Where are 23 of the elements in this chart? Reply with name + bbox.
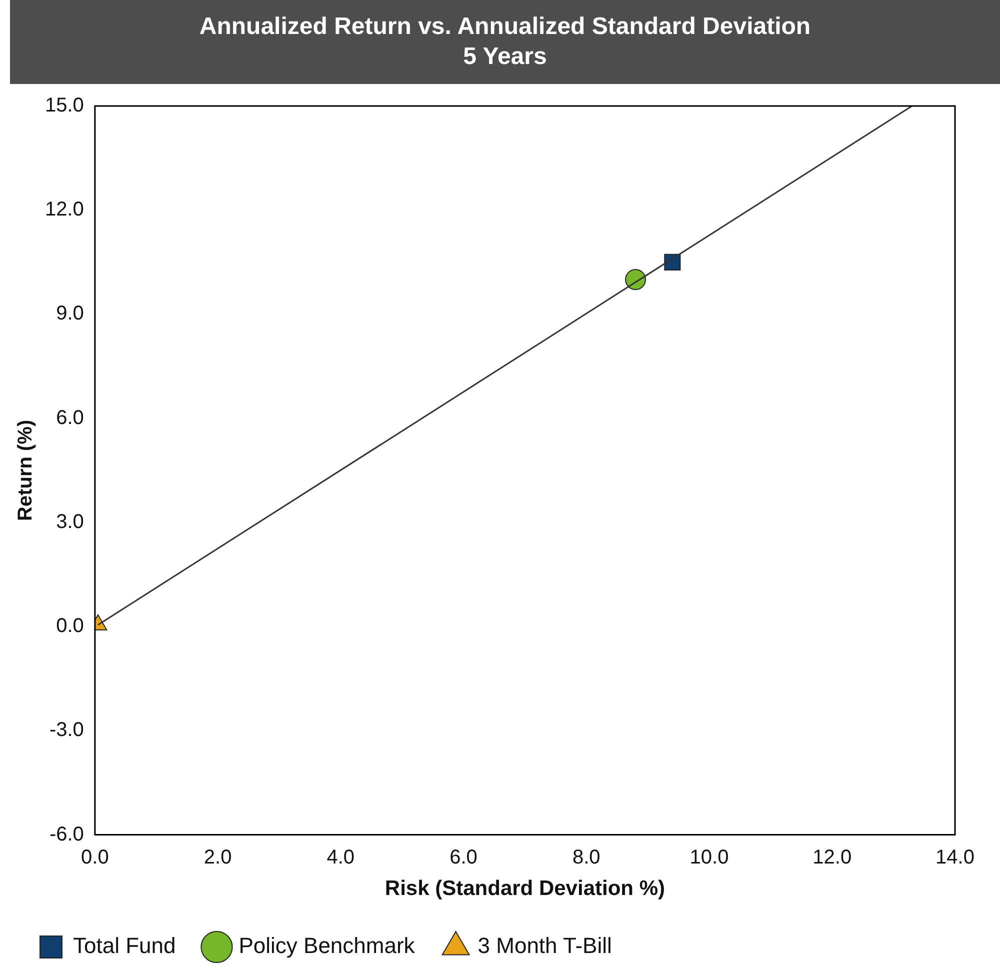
y-tick-label: 3.0 [56, 510, 84, 533]
chart-title: Annualized Return vs. Annualized Standard Deviation 5 Years [198, 12, 812, 72]
point [625, 269, 646, 290]
x-tick-label: 10.0 [690, 846, 729, 868]
legend-label: Policy Benchmark [238, 933, 416, 958]
x-tick-label: 6.0 [450, 846, 478, 868]
y-tick-label: 9.0 [56, 302, 84, 325]
x-tick-label: 2.0 [204, 846, 232, 868]
x-axis-title: Risk (Standard Deviation %) [384, 877, 665, 900]
y-tick-label: 0.0 [56, 615, 84, 638]
x-tick-label: 12.0 [812, 846, 852, 868]
y-axis-title: Return (%) [14, 420, 37, 521]
y-tick-label: 12.0 [44, 198, 84, 221]
y-tick-label: -6.0 [49, 823, 84, 846]
x-tick-label: 8.0 [572, 846, 600, 868]
legend-label: Total Fund [73, 933, 176, 958]
y-tick-label: 15.0 [44, 94, 84, 117]
x-tick-label: 4.0 [326, 846, 355, 868]
x-tick-label: 0.0 [81, 846, 109, 868]
y-tick-label: 6.0 [56, 406, 84, 429]
x-tick-label: 14.0 [936, 846, 974, 868]
legend-label: 3 Month T-Bill [478, 933, 612, 958]
y-tick-label: -3.0 [49, 719, 84, 742]
